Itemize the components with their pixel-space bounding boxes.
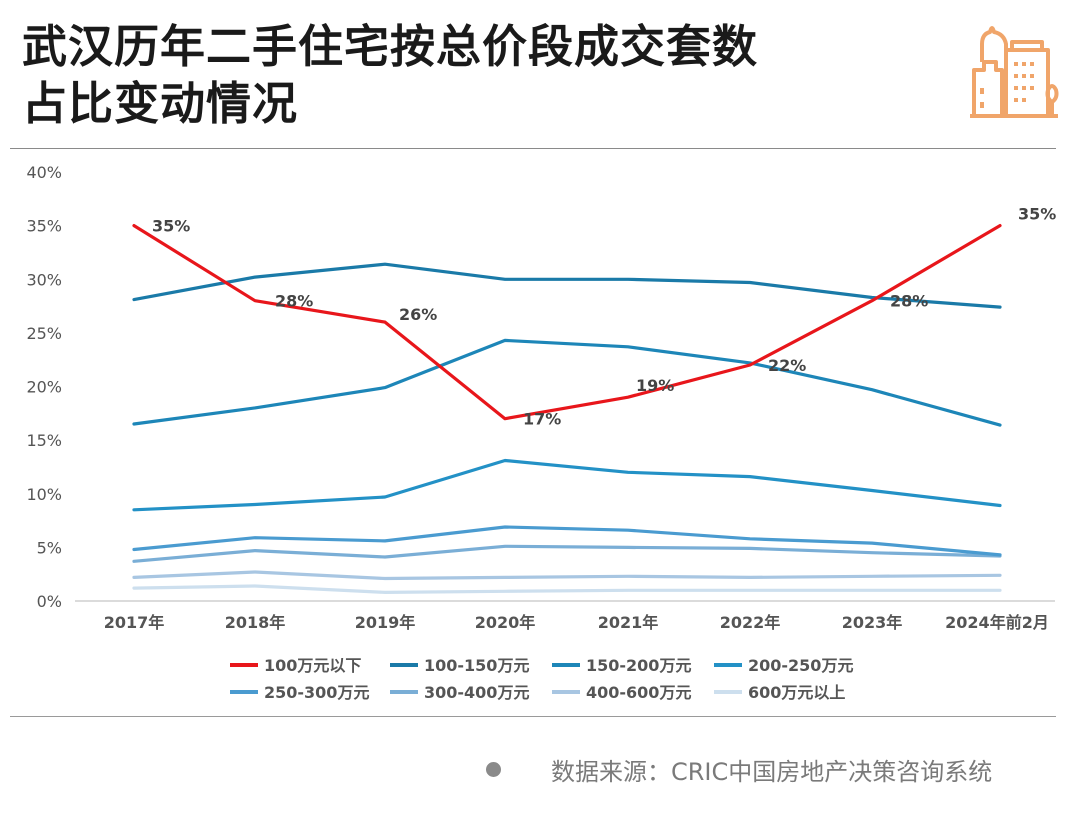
data-label: 28%: [890, 292, 928, 311]
series-line: [132, 338, 1002, 427]
legend-label: 100万元以下: [264, 656, 361, 675]
y-tick-label: 25%: [26, 324, 62, 343]
y-tick-label: 15%: [26, 431, 62, 450]
legend-label: 100-150万元: [424, 656, 529, 675]
legend-label: 300-400万元: [424, 683, 529, 702]
x-tick-label: 2021年: [598, 613, 659, 632]
line-chart: 0% 5% 10% 15% 20% 25% 30% 35% 40% 2017年 2018年 2019年…: [26, 163, 1056, 702]
y-tick-label: 0%: [37, 592, 62, 611]
series-line: [132, 525, 1002, 557]
series-line: [132, 570, 1002, 581]
data-source: 数据来源：CRIC中国房地产决策咨询系统: [486, 752, 992, 787]
y-tick-label: 20%: [26, 378, 62, 397]
header-divider: [10, 148, 1056, 149]
legend-label: 150-200万元: [586, 656, 691, 675]
y-tick-label: 5%: [37, 538, 62, 557]
legend-label: 200-250万元: [748, 656, 853, 675]
series-line: [132, 458, 1002, 512]
data-label: 17%: [523, 410, 561, 429]
x-tick-label: 2020年: [475, 613, 536, 632]
title-line-1: 武汉历年二手住宅按总价段成交套数: [22, 20, 759, 73]
x-tick-label: 2018年: [225, 613, 286, 632]
series-line: [132, 584, 1002, 595]
series-line: [132, 224, 1002, 421]
x-tick-label: 2017年: [104, 613, 165, 632]
x-tick-label: 2019年: [355, 613, 416, 632]
x-tick-label: 2024年前2月: [945, 613, 1049, 632]
bullet-icon: [486, 762, 501, 777]
data-label: 35%: [152, 217, 190, 236]
footer-divider: [10, 716, 1056, 717]
data-label: 28%: [275, 292, 313, 311]
legend-label: 600万元以上: [748, 683, 845, 702]
x-tick-label: 2022年: [720, 613, 781, 632]
data-source-text: 数据来源：CRIC中国房地产决策咨询系统: [551, 758, 993, 786]
y-tick-label: 40%: [26, 163, 62, 182]
data-label: 19%: [636, 376, 674, 395]
data-label: 35%: [1018, 205, 1056, 224]
y-tick-label: 10%: [26, 485, 62, 504]
legend-label: 250-300万元: [264, 683, 369, 702]
title-line-2: 占比变动情况: [22, 77, 299, 130]
data-label: 22%: [768, 356, 806, 375]
data-label: 26%: [399, 305, 437, 324]
y-tick-label: 30%: [26, 270, 62, 289]
y-tick-label: 35%: [26, 217, 62, 236]
legend-label: 400-600万元: [586, 683, 691, 702]
city-buildings-icon: [970, 26, 1059, 118]
series-line: [132, 262, 1002, 309]
page-title: 武汉历年二手住宅按总价段成交套数 占比变动情况: [22, 18, 942, 132]
series-line: [132, 544, 1002, 563]
x-tick-label: 2023年: [842, 613, 903, 632]
